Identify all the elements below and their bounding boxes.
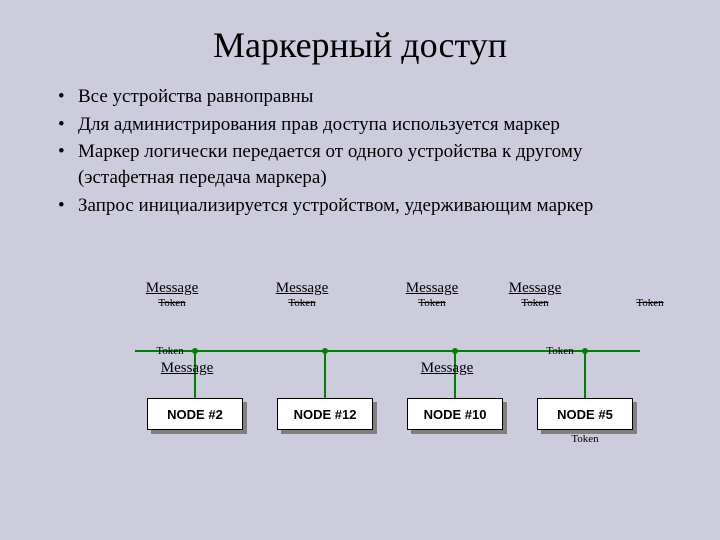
token-label: Token	[571, 434, 598, 445]
token-label: Token	[418, 298, 445, 309]
token-label: Token	[636, 298, 663, 309]
token-label: Token	[158, 298, 185, 309]
message-label: Message	[161, 360, 214, 377]
token-label: Token	[288, 298, 315, 309]
message-label: Message	[146, 280, 199, 297]
node-box: NODE #5	[537, 398, 633, 430]
message-label: Message	[276, 280, 329, 297]
bullet-list: Все устройства равноправны Для администр…	[56, 84, 664, 218]
bus-tap	[582, 348, 588, 354]
bullet-item: Для администрирования прав доступа испол…	[56, 112, 664, 138]
message-label: Message	[509, 280, 562, 297]
bus-tap	[322, 348, 328, 354]
message-label: Message	[421, 360, 474, 377]
slide-title: Маркерный доступ	[56, 24, 664, 66]
network-diagram: NODE #2MessageTokenTokenMessageNODE #12M…	[0, 280, 720, 500]
node-box: NODE #10	[407, 398, 503, 430]
node-box: NODE #12	[277, 398, 373, 430]
node-label: NODE #10	[407, 398, 503, 430]
bullet-item: Запрос инициализируется устройством, уде…	[56, 193, 664, 219]
node-label: NODE #5	[537, 398, 633, 430]
drop-line	[324, 350, 326, 398]
message-label: Message	[406, 280, 459, 297]
bus-tap	[452, 348, 458, 354]
drop-line	[584, 350, 586, 398]
bullet-item: Все устройства равноправны	[56, 84, 664, 110]
bullet-item: Маркер логически передается от одного ус…	[56, 139, 664, 190]
node-box: NODE #2	[147, 398, 243, 430]
bus-tap	[192, 348, 198, 354]
token-label: Token	[521, 298, 548, 309]
node-label: NODE #12	[277, 398, 373, 430]
node-label: NODE #2	[147, 398, 243, 430]
token-label: Token	[156, 346, 183, 357]
token-label: Token	[546, 346, 573, 357]
